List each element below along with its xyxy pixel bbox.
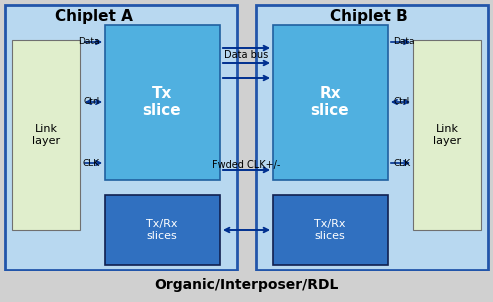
- Bar: [105, 25, 220, 180]
- Text: Link
layer: Link layer: [32, 124, 60, 146]
- Text: Ctrl: Ctrl: [84, 98, 100, 107]
- Text: Link
layer: Link layer: [433, 124, 461, 146]
- Bar: [5, 5, 237, 270]
- Bar: [273, 195, 388, 265]
- Text: Ctrl: Ctrl: [393, 98, 409, 107]
- Text: CLK: CLK: [83, 159, 100, 168]
- Bar: [413, 40, 481, 230]
- Text: Fwded CLK+/-: Fwded CLK+/-: [212, 160, 280, 170]
- Bar: [12, 40, 80, 230]
- Bar: [105, 195, 220, 265]
- Bar: [273, 25, 388, 180]
- Bar: [0, 271, 493, 302]
- Text: Chiplet A: Chiplet A: [55, 8, 133, 24]
- Bar: [256, 5, 488, 270]
- Text: Tx/Rx
slices: Tx/Rx slices: [314, 219, 346, 241]
- Text: Organic/Interposer/RDL: Organic/Interposer/RDL: [154, 278, 338, 292]
- Text: Rx
slice: Rx slice: [311, 86, 350, 118]
- Text: Tx/Rx
slices: Tx/Rx slices: [146, 219, 178, 241]
- Text: Data: Data: [393, 37, 415, 47]
- Text: Data: Data: [78, 37, 100, 47]
- Text: Tx
slice: Tx slice: [142, 86, 181, 118]
- Text: CLK: CLK: [393, 159, 410, 168]
- Text: Chiplet B: Chiplet B: [330, 8, 408, 24]
- Text: Data bus: Data bus: [224, 50, 268, 60]
